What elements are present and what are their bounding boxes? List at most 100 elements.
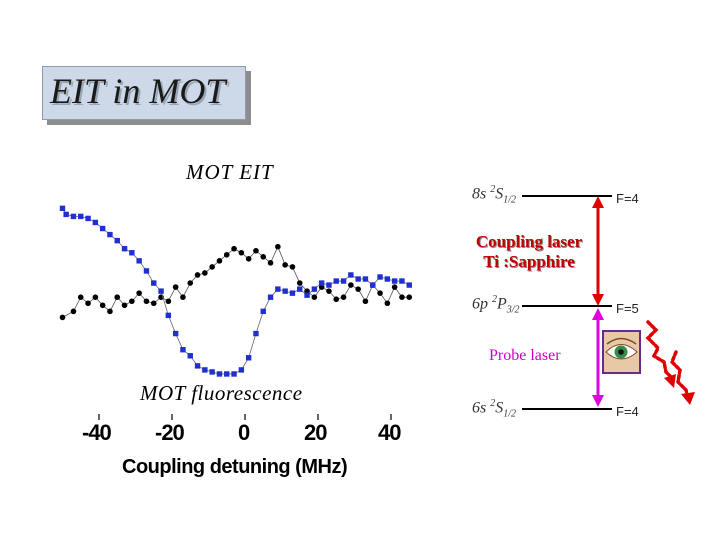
fluorescence-wave-2 [669, 350, 690, 400]
data-point-mot-eit [253, 247, 259, 254]
data-point-mot-fluorescence [370, 282, 376, 288]
x-tick-label: -20 [155, 420, 185, 445]
data-point-mot-fluorescence [78, 213, 84, 220]
data-point-mot-eit [391, 284, 398, 290]
data-point-mot-eit [121, 302, 128, 309]
data-point-mot-eit [296, 280, 303, 286]
data-point-mot-eit [143, 298, 150, 305]
fluorescence-wave-1 [645, 320, 674, 380]
data-point-mot-eit [238, 249, 245, 256]
data-point-mot-fluorescence [267, 294, 274, 300]
data-point-mot-fluorescence [245, 355, 252, 361]
data-point-mot-eit [187, 280, 194, 286]
f-label-lower: F=4 [616, 404, 639, 419]
data-point-mot-eit [355, 286, 361, 292]
data-point-mot-fluorescence [107, 231, 113, 238]
data-point-mot-fluorescence [355, 276, 361, 282]
eye-icon [602, 330, 641, 374]
slide-title: EIT in MOT [50, 71, 226, 111]
data-point-mot-eit [136, 290, 142, 296]
data-point-mot-fluorescence [165, 312, 172, 319]
data-point-mot-eit [223, 251, 230, 258]
data-point-mot-fluorescence [172, 330, 179, 337]
data-point-mot-eit [282, 262, 288, 268]
data-point-mot-fluorescence [340, 278, 347, 284]
data-point-mot-fluorescence [136, 258, 142, 264]
data-point-mot-eit [333, 296, 340, 303]
data-point-mot-eit [165, 298, 172, 305]
data-point-mot-fluorescence [326, 282, 332, 288]
fluorescence-arrowhead-2 [681, 392, 695, 405]
data-point-mot-fluorescence [406, 282, 412, 288]
data-point-mot-eit [92, 294, 99, 301]
mot-eit-label: MOT EIT [186, 160, 274, 184]
data-point-mot-fluorescence [297, 286, 303, 292]
data-point-mot-fluorescence [224, 371, 230, 377]
data-point-mot-eit [406, 294, 413, 301]
data-point-mot-fluorescence [289, 290, 296, 296]
coupling-arrowhead-down [592, 294, 604, 306]
data-point-mot-fluorescence [362, 276, 369, 282]
data-point-mot-eit [311, 294, 318, 301]
data-point-mot-eit [377, 290, 383, 296]
data-point-mot-eit [326, 288, 332, 294]
data-point-mot-eit [150, 300, 157, 307]
data-point-mot-fluorescence [209, 369, 215, 375]
data-point-mot-fluorescence [391, 278, 398, 284]
data-point-mot-eit [129, 298, 135, 305]
x-axis-label: Coupling detuning (MHz) [122, 456, 348, 478]
data-point-mot-fluorescence [348, 272, 354, 278]
data-point-mot-eit [384, 300, 391, 307]
data-point-mot-eit [172, 284, 179, 290]
data-point-mot-fluorescence [216, 371, 223, 377]
data-point-mot-fluorescence [63, 211, 69, 218]
data-point-mot-fluorescence [304, 292, 310, 298]
f-label-middle: F=5 [616, 301, 639, 316]
probe-arrowhead-up [592, 308, 604, 320]
data-point-mot-fluorescence [260, 308, 266, 315]
x-tick-label: 0 [238, 420, 250, 445]
data-point-mot-fluorescence [70, 213, 77, 220]
data-point-mot-fluorescence [282, 288, 288, 294]
title-box [42, 66, 246, 120]
data-point-mot-eit [209, 264, 215, 270]
data-point-mot-fluorescence [318, 280, 325, 286]
data-point-mot-fluorescence [311, 286, 318, 292]
data-point-mot-eit [340, 294, 347, 301]
data-point-mot-fluorescence [129, 250, 135, 256]
data-point-mot-fluorescence [275, 286, 281, 292]
data-point-mot-fluorescence [99, 225, 106, 232]
data-point-mot-fluorescence [399, 278, 405, 284]
x-tick-label: 40 [378, 420, 402, 445]
data-point-mot-eit [289, 264, 296, 270]
fluorescence-arrowhead-1 [664, 374, 676, 388]
data-point-mot-eit [180, 294, 186, 301]
probe-laser-label: Probe laser [489, 347, 561, 364]
data-point-mot-fluorescence [92, 219, 99, 226]
coupling-laser-line-1: Coupling laser [475, 232, 583, 251]
coupling-arrowhead-up [592, 196, 604, 208]
coupling-laser-line-2: Ti :Sapphire [483, 252, 575, 271]
level-label-6p: 6p 2P3/2 [472, 294, 520, 316]
data-point-mot-fluorescence [238, 367, 245, 373]
data-point-mot-fluorescence [121, 246, 128, 252]
data-point-mot-eit [231, 245, 237, 252]
level-label-6s: 6s 2S1/2 [472, 398, 517, 420]
data-point-mot-eit [202, 270, 208, 276]
data-point-mot-eit [194, 272, 201, 278]
mot-fluorescence-label: MOT fluorescence [140, 381, 303, 405]
data-point-mot-eit [399, 294, 405, 301]
data-point-mot-eit [245, 256, 252, 262]
data-point-mot-fluorescence [59, 205, 66, 212]
data-point-mot-eit [275, 243, 281, 250]
data-point-mot-fluorescence [333, 278, 339, 284]
data-point-mot-fluorescence [85, 215, 91, 222]
data-point-mot-fluorescence [194, 363, 201, 369]
f-label-upper: F=4 [616, 191, 639, 206]
coupling-laser-label: Coupling laser Ti :Sapphire [466, 232, 592, 272]
data-point-mot-fluorescence [231, 371, 237, 377]
probe-arrowhead-down [592, 395, 604, 407]
data-point-mot-fluorescence [187, 353, 193, 359]
data-point-mot-fluorescence [114, 237, 120, 244]
data-point-mot-eit [114, 294, 121, 301]
